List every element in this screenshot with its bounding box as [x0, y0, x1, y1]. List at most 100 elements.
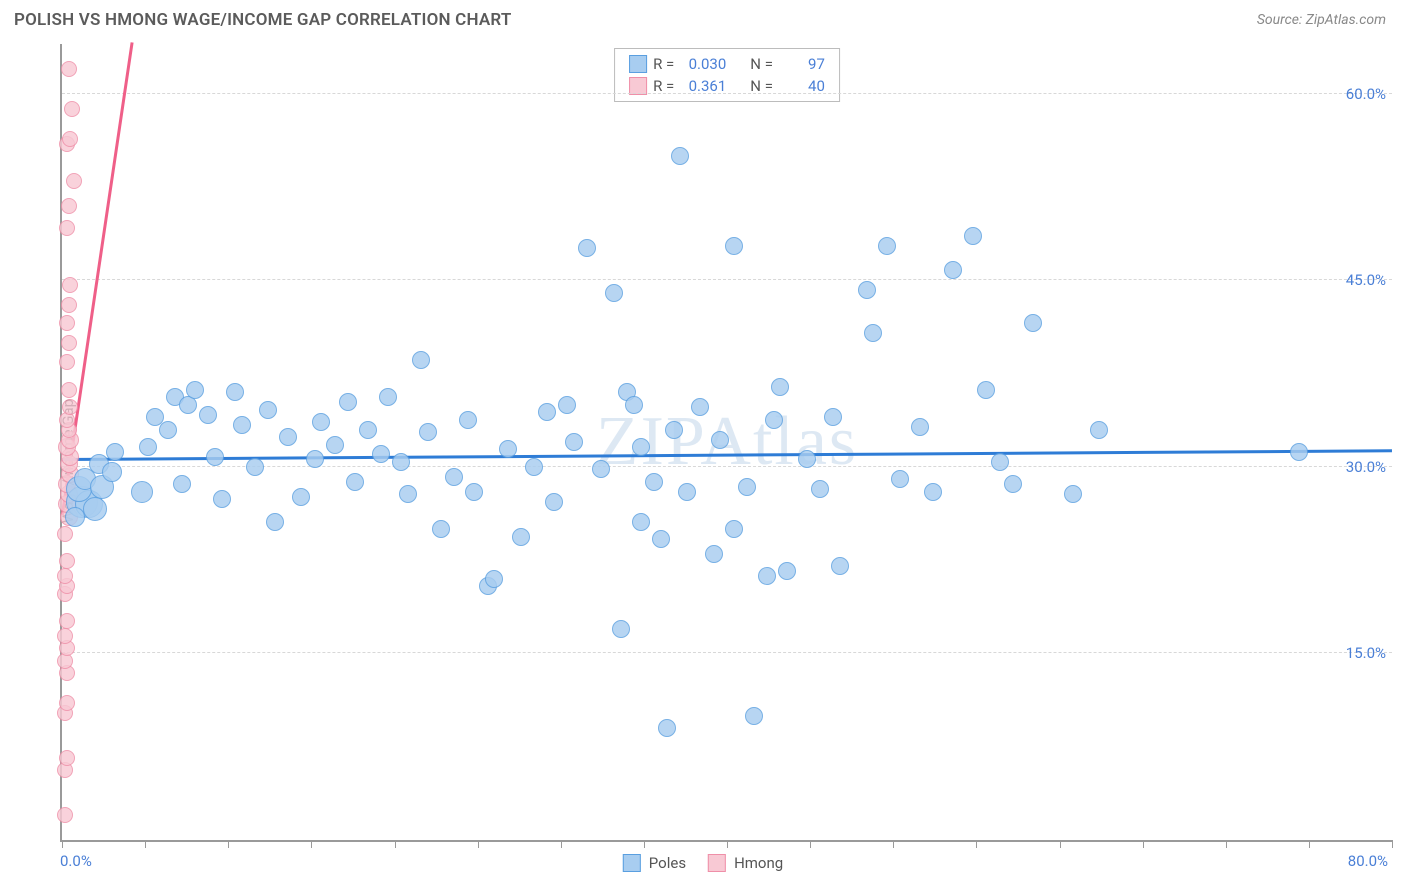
- data-point-hmong: [57, 526, 73, 542]
- data-point-poles: [525, 458, 543, 476]
- data-point-poles: [558, 396, 576, 414]
- data-point-poles: [485, 570, 503, 588]
- data-point-poles: [279, 428, 297, 446]
- x-tick: [1226, 840, 1227, 848]
- data-point-poles: [652, 530, 670, 548]
- data-point-poles: [186, 381, 204, 399]
- data-point-poles: [159, 421, 177, 439]
- chart-area: Wage/Income Gap ZIPAtlas R = 0.030 N = 9…: [14, 44, 1392, 878]
- data-point-poles: [259, 401, 277, 419]
- data-point-poles: [911, 418, 929, 436]
- y-tick-label: 30.0%: [1346, 458, 1386, 476]
- data-point-poles: [612, 620, 630, 638]
- x-tick: [311, 840, 312, 848]
- data-point-poles: [545, 493, 563, 511]
- x-tick: [1309, 840, 1310, 848]
- plot-area: ZIPAtlas R = 0.030 N = 97 R = 0.361 N = …: [60, 44, 1392, 842]
- data-point-hmong: [61, 297, 77, 313]
- data-point-poles: [578, 239, 596, 257]
- data-point-poles: [292, 488, 310, 506]
- trend-line: [62, 449, 1392, 460]
- data-point-poles: [83, 497, 107, 521]
- data-point-hmong: [61, 198, 77, 214]
- data-point-hmong: [59, 695, 75, 711]
- data-point-poles: [811, 480, 829, 498]
- chart-title: POLISH VS HMONG WAGE/INCOME GAP CORRELAT…: [14, 10, 512, 30]
- data-point-poles: [964, 227, 982, 245]
- data-point-poles: [312, 413, 330, 431]
- swatch-blue-icon: [629, 55, 647, 73]
- y-tick-label: 15.0%: [1346, 644, 1386, 662]
- data-point-poles: [758, 567, 776, 585]
- x-tick: [893, 840, 894, 848]
- stats-row-blue: R = 0.030 N = 97: [615, 53, 839, 75]
- data-point-poles: [831, 557, 849, 575]
- data-point-poles: [665, 421, 683, 439]
- data-point-poles: [246, 458, 264, 476]
- data-point-poles: [645, 473, 663, 491]
- data-point-poles: [213, 490, 231, 508]
- data-point-poles: [991, 453, 1009, 471]
- data-point-hmong: [61, 61, 77, 77]
- data-point-poles: [419, 423, 437, 441]
- x-tick: [727, 840, 728, 848]
- legend-label: Hmong: [734, 854, 783, 872]
- x-tick: [62, 840, 63, 848]
- data-point-poles: [778, 562, 796, 580]
- data-point-poles: [399, 485, 417, 503]
- data-point-poles: [738, 478, 756, 496]
- data-point-poles: [891, 470, 909, 488]
- data-point-poles: [1024, 314, 1042, 332]
- x-tick: [478, 840, 479, 848]
- data-point-poles: [678, 483, 696, 501]
- data-point-poles: [359, 421, 377, 439]
- data-point-poles: [864, 324, 882, 342]
- data-point-hmong: [57, 628, 73, 644]
- data-point-poles: [512, 528, 530, 546]
- data-point-poles: [924, 483, 942, 501]
- data-point-hmong: [62, 277, 78, 293]
- data-point-poles: [771, 378, 789, 396]
- stats-legend-box: R = 0.030 N = 97 R = 0.361 N = 40: [614, 48, 840, 102]
- data-point-poles: [705, 545, 723, 563]
- data-point-hmong: [61, 382, 77, 398]
- data-point-poles: [605, 284, 623, 302]
- x-tick: [644, 840, 645, 848]
- data-point-poles: [445, 468, 463, 486]
- data-point-poles: [173, 475, 191, 493]
- gridline: [62, 279, 1392, 280]
- data-point-poles: [1004, 475, 1022, 493]
- data-point-poles: [65, 507, 85, 527]
- bottom-legend: Poles Hmong: [623, 854, 783, 872]
- data-point-poles: [233, 416, 251, 434]
- y-tick-label: 45.0%: [1346, 271, 1386, 289]
- data-point-poles: [765, 411, 783, 429]
- data-point-poles: [106, 443, 124, 461]
- data-point-hmong: [66, 173, 82, 189]
- data-point-poles: [432, 520, 450, 538]
- data-point-poles: [632, 438, 650, 456]
- data-point-hmong: [59, 553, 75, 569]
- data-point-hmong: [64, 101, 80, 117]
- data-point-poles: [858, 281, 876, 299]
- x-tick: [561, 840, 562, 848]
- data-point-poles: [745, 707, 763, 725]
- data-point-hmong: [62, 399, 78, 415]
- r-value-blue: 0.030: [680, 55, 726, 73]
- data-point-poles: [392, 453, 410, 471]
- data-point-poles: [339, 393, 357, 411]
- data-point-poles: [139, 438, 157, 456]
- data-point-poles: [878, 237, 896, 255]
- data-point-poles: [412, 351, 430, 369]
- data-point-poles: [465, 483, 483, 501]
- x-tick: [228, 840, 229, 848]
- data-point-poles: [977, 381, 995, 399]
- n-label: N =: [750, 55, 773, 73]
- data-point-poles: [226, 383, 244, 401]
- data-point-poles: [725, 237, 743, 255]
- data-point-poles: [372, 445, 390, 463]
- x-tick: [976, 840, 977, 848]
- data-point-poles: [306, 450, 324, 468]
- legend-item-hmong: Hmong: [708, 854, 783, 872]
- x-tick: [395, 840, 396, 848]
